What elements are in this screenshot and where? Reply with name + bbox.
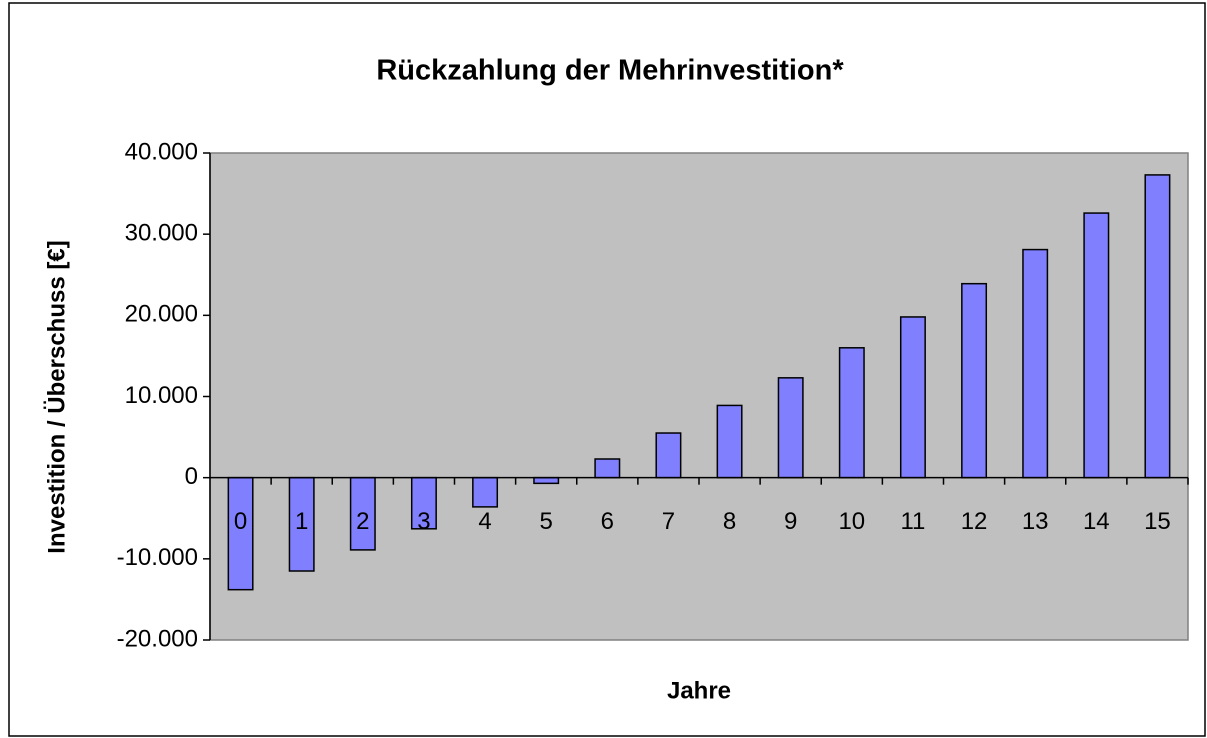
y-tick-label: 10.000 bbox=[125, 382, 198, 409]
bar bbox=[1144, 174, 1171, 479]
bar bbox=[899, 316, 926, 479]
chart-title: Rückzahlung der Mehrinvestition* bbox=[376, 55, 844, 87]
x-tick-label: 11 bbox=[900, 508, 925, 535]
bar bbox=[472, 476, 499, 508]
x-tick-label: 0 bbox=[234, 508, 247, 535]
y-tick-label: 40.000 bbox=[125, 138, 198, 165]
bar bbox=[227, 476, 254, 591]
x-tick-label: 12 bbox=[961, 508, 988, 535]
bar bbox=[594, 458, 621, 479]
y-tick-label: 0 bbox=[185, 463, 198, 490]
x-tick-label: 4 bbox=[478, 508, 491, 535]
x-tick-label: 5 bbox=[540, 508, 553, 535]
x-tick-label: 10 bbox=[838, 508, 865, 535]
bar bbox=[349, 476, 376, 551]
x-tick-label: 2 bbox=[356, 508, 369, 535]
bar bbox=[533, 476, 560, 485]
bar bbox=[838, 347, 865, 479]
bar bbox=[777, 377, 804, 479]
bar bbox=[961, 282, 988, 479]
x-axis-title: Jahre bbox=[667, 677, 731, 704]
bar bbox=[1083, 212, 1110, 479]
y-tick-label: 30.000 bbox=[125, 220, 198, 247]
x-tick-label: 9 bbox=[784, 508, 797, 535]
x-tick-label: 14 bbox=[1083, 508, 1110, 535]
x-tick-label: 7 bbox=[662, 508, 675, 535]
x-tick-label: 1 bbox=[295, 508, 308, 535]
bar bbox=[655, 432, 682, 479]
bar bbox=[716, 404, 743, 479]
x-tick-label: 6 bbox=[601, 508, 614, 535]
x-tick-label: 3 bbox=[417, 508, 430, 535]
y-tick-label: -10.000 bbox=[117, 544, 198, 571]
y-axis-title: Investition / Überschuss [€] bbox=[43, 240, 70, 553]
x-tick-label: 8 bbox=[723, 508, 736, 535]
x-tick-label: 15 bbox=[1144, 508, 1171, 535]
y-tick-label: 20.000 bbox=[125, 301, 198, 328]
y-tick-label: -20.000 bbox=[117, 625, 198, 652]
bar bbox=[1022, 248, 1049, 479]
x-tick-label: 13 bbox=[1022, 508, 1049, 535]
